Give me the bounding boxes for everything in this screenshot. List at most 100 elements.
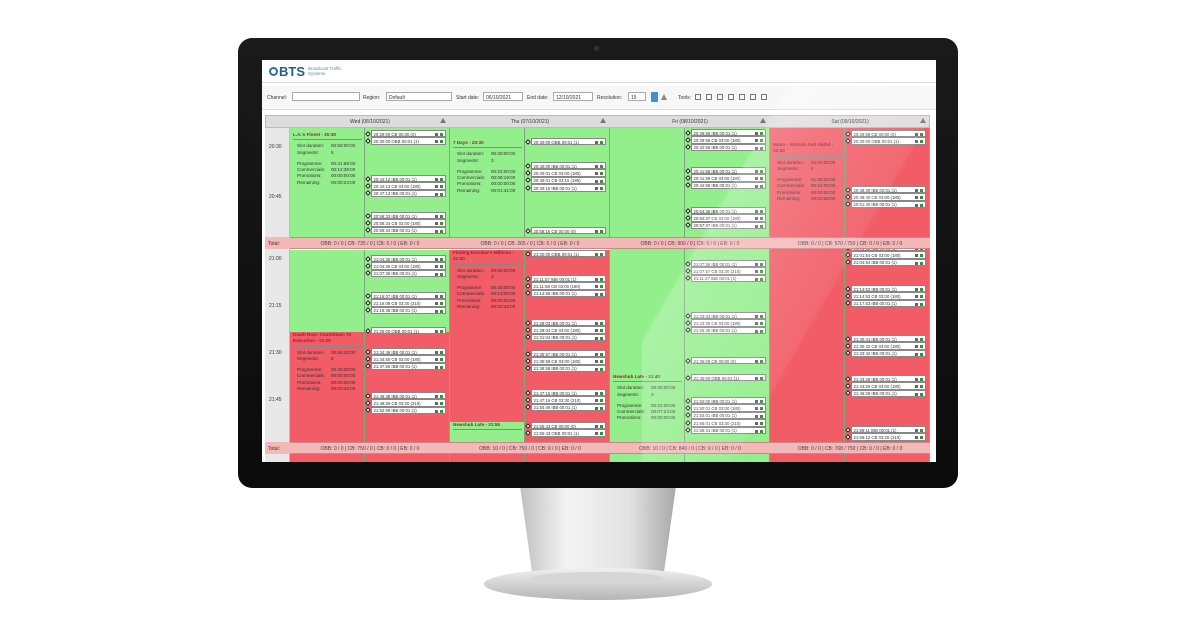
resolution-input[interactable]: 15: [628, 92, 646, 101]
break-entry[interactable]: 21:43:28 IBB 00:01 (1): [851, 375, 926, 383]
tool-icon[interactable]: [728, 94, 734, 100]
break-entry[interactable]: 21:30:42 CB 03:00 (180): [851, 342, 926, 350]
break-text: 21:11:57 IBB 00:01 (1): [533, 276, 577, 282]
break-entry[interactable]: 21:11:27 IBB 00:01 (1): [691, 274, 766, 283]
break-entry[interactable]: 21:28:03 IBB 00:01 (1): [531, 319, 606, 327]
break-entry[interactable]: 21:47:15 IBB 00:01 (1): [531, 389, 606, 397]
break-entry[interactable]: 20:44:12 IBB 00:01 (1): [371, 175, 446, 183]
break-entry[interactable]: 21:16:08 CB 03:30 (210): [371, 299, 446, 307]
break-entry[interactable]: 21:50:46 IBB 00:01 (1): [531, 403, 606, 412]
break-text: 21:25:00 OBB 00:01 (1): [373, 328, 419, 334]
break-entry[interactable]: 21:34:49 IBB 00:01 (1): [371, 348, 446, 356]
break-entry[interactable]: 21:35:57 IBB 00:01 (1): [531, 350, 606, 358]
break-entry[interactable]: 21:17:53 IBB 00:01 (1): [851, 299, 926, 308]
break-entry[interactable]: 20:40:01 CB 03:15 (195): [531, 176, 606, 185]
break-entry[interactable]: 21:48:39 CB 03:30 (210): [371, 399, 446, 407]
break-entry[interactable]: 21:16:07 IBB 00:01 (1): [371, 292, 446, 300]
break-entry[interactable]: 20:29:56 CB 03:00 (180): [691, 136, 766, 144]
break-entry[interactable]: 21:30:41 IBB 00:01 (1): [851, 335, 926, 343]
time-column: [265, 128, 290, 462]
break-entry[interactable]: 20:51:40 IBB 00:01 (1): [851, 200, 926, 209]
tool-icon[interactable]: [761, 94, 767, 100]
tool-icon[interactable]: [695, 94, 701, 100]
break-entry[interactable]: 21:31:04 IBB 00:01 (1): [531, 333, 606, 342]
break-entry[interactable]: 20:40:00 IBB 00:01 (1): [531, 162, 606, 170]
break-entry[interactable]: 21:07:36 IBB 00:01 (1): [371, 269, 446, 278]
break-entry[interactable]: 20:30:00 OBB 00:01 (1): [371, 137, 446, 145]
break-entry[interactable]: 21:48:38 IBB 00:01 (1): [371, 392, 446, 400]
break-entry[interactable]: 21:50:01 CB 03:00 (180): [691, 404, 766, 412]
break-entry[interactable]: 21:23:35 CB 03:00 (180): [691, 319, 766, 327]
break-entry[interactable]: 21:07:56 IBB 00:01 (1): [691, 260, 766, 268]
break-entry[interactable]: 21:47:16 CB 03:30 (210): [531, 396, 606, 404]
break-entry[interactable]: 21:40:00 OBB 00:01 (1): [691, 374, 766, 382]
break-entry[interactable]: 20:30:00 OBB 00:01 (1): [531, 138, 606, 146]
break-entry[interactable]: 21:55:01 CB 03:30 (210): [691, 419, 766, 427]
break-entry[interactable]: 21:33:42 IBB 00:01 (1): [851, 349, 926, 358]
break-entry[interactable]: 20:48:39 IBB 00:01 (1): [851, 186, 926, 194]
break-entry[interactable]: 21:43:29 CB 03:00 (180): [851, 382, 926, 390]
break-entry[interactable]: 21:55:43 OBB 00:01 (1): [531, 429, 606, 437]
break-entry[interactable]: 21:50:00 IBB 00:01 (1): [691, 397, 766, 405]
break-entry[interactable]: 21:19:38 IBB 00:01 (1): [371, 306, 446, 315]
break-entry[interactable]: 20:29:59 CB 00:00 (0): [851, 130, 926, 138]
break-entry[interactable]: 21:55:43 CB 00:00 (0): [531, 422, 606, 430]
break-entry[interactable]: 21:04:36 CB 03:00 (180): [371, 262, 446, 270]
channel-input[interactable]: [292, 92, 360, 101]
break-entry[interactable]: 21:14:58 IBB 00:01 (1): [531, 289, 606, 298]
break-entry[interactable]: 21:25:00 OBB 00:01 (1): [371, 327, 446, 335]
break-entry[interactable]: 20:40:01 CB 03:00 (180): [531, 169, 606, 177]
break-text: 21:00:00 OBB 00:01 (1): [533, 251, 579, 257]
break-entry[interactable]: 20:58:16 CB 00:00 (0): [531, 227, 606, 235]
break-entry[interactable]: 21:04:54 IBB 00:01 (1): [851, 258, 926, 267]
break-entry[interactable]: 20:41:58 IBB 00:01 (1): [691, 167, 766, 175]
break-entry[interactable]: 21:35:08 CB 00:00 (0): [691, 357, 766, 365]
break-entry[interactable]: 20:32:56 IBB 00:01 (1): [691, 143, 766, 152]
break-entry[interactable]: 20:57:37 IBB 00:01 (1): [691, 221, 766, 230]
break-entry[interactable]: 21:23:34 IBB 00:01 (1): [691, 312, 766, 320]
break-entry[interactable]: 20:48:40 CB 03:00 (180): [851, 193, 926, 201]
break-entry[interactable]: 21:52:09 IBB 00:01 (1): [371, 406, 446, 415]
break-entry[interactable]: 21:04:35 IBB 00:01 (1): [371, 255, 446, 263]
break-entry[interactable]: 21:11:58 CB 03:00 (180): [531, 282, 606, 290]
end-date-input[interactable]: 12/10/2021: [553, 92, 593, 101]
break-entry[interactable]: 21:00:00 OBB 00:01 (1): [531, 250, 606, 258]
break-entry[interactable]: 21:07:57 CB 03:30 (210): [691, 267, 766, 275]
region-input[interactable]: Default: [386, 92, 452, 101]
break-entry[interactable]: 21:34:50 CB 03:00 (180): [371, 355, 446, 363]
break-entry[interactable]: 20:40:16 IBB 00:01 (1): [531, 184, 606, 192]
tool-icon[interactable]: [706, 94, 712, 100]
break-entry[interactable]: 20:58:34 CB 03:00 (180): [371, 219, 446, 227]
break-entry[interactable]: 21:46:29 IBB 00:01 (1): [851, 389, 926, 398]
break-entry[interactable]: 20:44:59 IBB 00:01 (1): [691, 181, 766, 190]
break-entry[interactable]: 21:59:11 IBB 00:01 (1): [851, 426, 926, 434]
tool-icon[interactable]: [750, 94, 756, 100]
break-entry[interactable]: 20:58:33 IBB 00:01 (1): [371, 212, 446, 220]
break-entry[interactable]: 21:14:53 CB 03:00 (180): [851, 292, 926, 300]
break-entry[interactable]: 21:11:57 IBB 00:01 (1): [531, 275, 606, 283]
break-entry[interactable]: 20:29:55 IBB 00:01 (1): [691, 129, 766, 137]
break-entry[interactable]: 21:26:35 IBB 00:01 (1): [691, 326, 766, 335]
start-date-input[interactable]: 06/10/2021: [483, 92, 523, 101]
break-entry[interactable]: 20:30:00 OBB 00:01 (1): [851, 137, 926, 145]
break-entry[interactable]: 21:14:52 IBB 00:01 (1): [851, 285, 926, 293]
break-entry[interactable]: 21:38:58 IBB 00:01 (1): [531, 364, 606, 373]
break-entry[interactable]: 20:54:37 CB 03:00 (180): [691, 214, 766, 222]
break-entry[interactable]: 20:44:13 CB 03:00 (180): [371, 182, 446, 190]
break-entry[interactable]: 20:54:36 IBB 00:01 (1): [691, 207, 766, 215]
break-entry[interactable]: 20:29:00 CB 00:30 (0): [371, 130, 446, 138]
break-entry[interactable]: 21:35:58 CB 03:00 (180): [531, 357, 606, 365]
break-entry[interactable]: 21:28:04 CB 03:00 (180): [531, 326, 606, 334]
break-entry[interactable]: 20:59:34 IBB 00:01 (1): [371, 226, 446, 235]
tool-icon[interactable]: [717, 94, 723, 100]
tool-icon[interactable]: [739, 94, 745, 100]
break-entry[interactable]: 21:59:12 CB 03:30 (210): [851, 433, 926, 441]
break-entry[interactable]: 21:37:50 IBB 00:01 (1): [371, 362, 446, 371]
apply-button[interactable]: [651, 92, 658, 102]
break-entry[interactable]: 21:01:54 CB 03:00 (180): [851, 251, 926, 259]
break-entry[interactable]: 21:58:31 IBB 00:01 (1): [691, 426, 766, 434]
break-entry[interactable]: 20:47:13 IBB 00:01 (1): [371, 189, 446, 198]
break-entry[interactable]: 21:53:01 IBB 00:01 (1): [691, 411, 766, 420]
break-entry[interactable]: 20:41:59 CB 03:00 (180): [691, 174, 766, 182]
program-slot-bg: [450, 422, 525, 442]
